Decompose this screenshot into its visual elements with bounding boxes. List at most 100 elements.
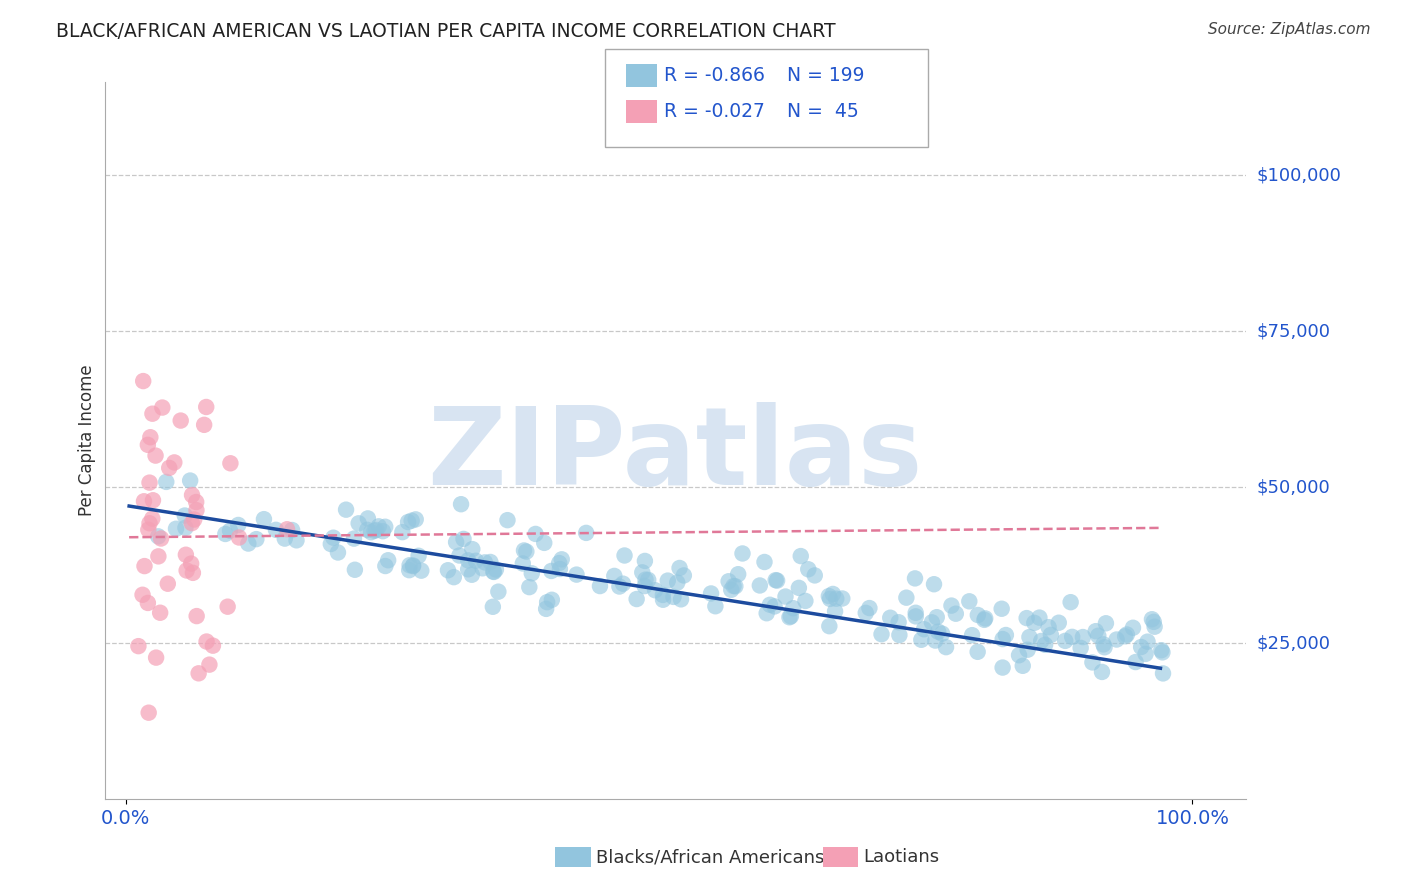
Point [973, 613, 995, 627]
Point [274, 532, 297, 546]
Point [138, 516, 160, 531]
Text: Laotians: Laotians [863, 848, 939, 866]
Point [170, 414, 193, 428]
Point [924, 633, 946, 648]
Point [1135, 647, 1157, 661]
Point [485, 562, 508, 576]
Point [174, 521, 197, 535]
Point [1095, 616, 1118, 631]
Point [1122, 621, 1144, 635]
Point [174, 548, 197, 562]
Point [145, 449, 167, 463]
Point [401, 514, 423, 528]
Point [966, 607, 988, 622]
Point [831, 591, 853, 606]
Point [1059, 595, 1081, 609]
Point [156, 576, 179, 591]
Point [136, 596, 159, 610]
Point [1011, 658, 1033, 673]
Point [157, 461, 180, 475]
Point [515, 544, 537, 558]
Point [285, 533, 308, 548]
Point [180, 557, 202, 571]
Point [180, 516, 202, 530]
Point [238, 536, 260, 550]
Point [704, 599, 727, 614]
Point [765, 573, 787, 587]
Point [1062, 630, 1084, 644]
Point [402, 558, 425, 573]
Point [363, 524, 385, 538]
Point [1150, 643, 1173, 657]
Point [540, 592, 562, 607]
Point [1081, 656, 1104, 670]
Point [1031, 634, 1053, 648]
Point [536, 595, 558, 609]
Point [444, 535, 467, 549]
Point [142, 493, 165, 508]
Point [889, 628, 911, 642]
Text: BLACK/AFRICAN AMERICAN VS LAOTIAN PER CAPITA INCOME CORRELATION CHART: BLACK/AFRICAN AMERICAN VS LAOTIAN PER CA… [56, 22, 835, 41]
Point [449, 549, 471, 563]
Point [155, 475, 177, 489]
Point [763, 599, 786, 614]
Point [343, 563, 366, 577]
Point [408, 549, 430, 563]
Point [482, 565, 505, 579]
Point [1092, 637, 1115, 651]
Point [755, 606, 778, 620]
Point [396, 515, 419, 529]
Point [520, 566, 543, 581]
Point [858, 601, 880, 615]
Text: N =  45: N = 45 [787, 102, 859, 121]
Point [1143, 615, 1166, 629]
Point [1028, 610, 1050, 624]
Point [187, 666, 209, 681]
Point [925, 610, 948, 624]
Point [994, 628, 1017, 642]
Point [634, 554, 657, 568]
Point [132, 374, 155, 388]
Point [149, 606, 172, 620]
Point [1054, 633, 1077, 648]
Point [366, 523, 388, 537]
Point [371, 524, 394, 539]
Point [319, 537, 342, 551]
Point [374, 520, 396, 534]
Text: $75,000: $75,000 [1257, 322, 1331, 341]
Text: $25,000: $25,000 [1257, 634, 1331, 652]
Point [253, 512, 276, 526]
Text: $50,000: $50,000 [1257, 478, 1330, 496]
Point [391, 525, 413, 540]
Text: Source: ZipAtlas.com: Source: ZipAtlas.com [1208, 22, 1371, 37]
Text: R = -0.866: R = -0.866 [664, 66, 765, 86]
Point [825, 591, 848, 606]
Point [1130, 640, 1153, 654]
Point [524, 527, 547, 541]
Point [540, 564, 562, 578]
Point [945, 607, 967, 621]
Point [723, 579, 745, 593]
Point [1114, 629, 1136, 643]
Point [896, 591, 918, 605]
Point [245, 532, 267, 546]
Point [464, 554, 486, 568]
Point [879, 611, 901, 625]
Point [479, 555, 502, 569]
Point [496, 513, 519, 527]
Point [1033, 638, 1056, 652]
Point [335, 502, 357, 516]
Point [201, 639, 224, 653]
Point [603, 569, 626, 583]
Point [904, 609, 927, 624]
Point [356, 523, 378, 537]
Point [748, 578, 770, 592]
Point [195, 400, 218, 414]
Point [150, 401, 173, 415]
Point [1070, 640, 1092, 655]
Point [1087, 629, 1109, 643]
Point [657, 574, 679, 588]
Point [276, 522, 298, 536]
Point [136, 438, 159, 452]
Point [457, 562, 479, 576]
